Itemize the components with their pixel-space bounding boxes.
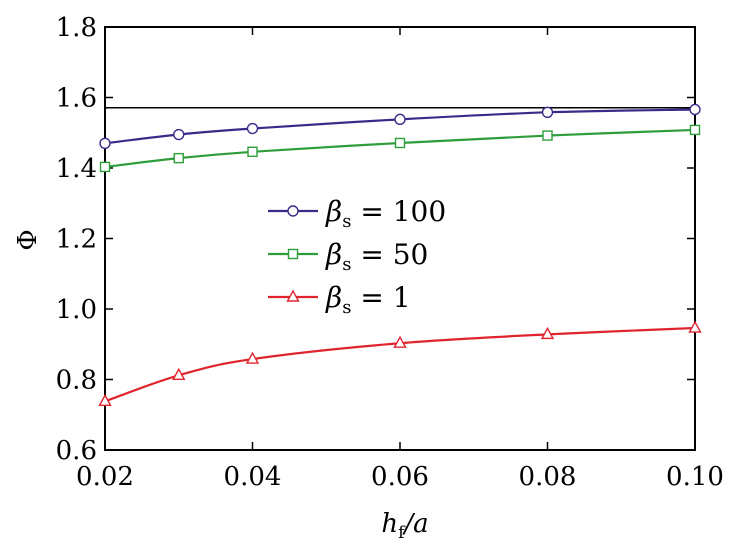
data-point [246, 122, 259, 135]
legend-value: = 50 [351, 238, 428, 271]
legend-subscript: s [342, 297, 351, 318]
data-point [541, 106, 554, 119]
data-point [689, 103, 701, 116]
legend-item: βs = 1 [268, 281, 411, 318]
legend-symbol: β [325, 238, 342, 271]
y-axis-ticks: 0.6 0.8 1.0 1.2 1.4 1.6 1.8 [56, 13, 695, 466]
x-axis-ticks: 0.02 0.04 0.06 0.08 0.10 [76, 27, 724, 492]
legend-label: βs = 50 [325, 238, 428, 275]
data-point [394, 137, 406, 149]
data-point [247, 146, 258, 157]
y-tick-label: 1.6 [56, 84, 97, 114]
x-tick-label: 0.04 [224, 462, 282, 492]
legend-item: βs = 50 [268, 238, 428, 275]
y-tick-label: 1.8 [56, 13, 97, 43]
y-tick-label: 1.4 [56, 154, 97, 184]
data-point [173, 152, 184, 164]
legend-label: βs = 1 [325, 281, 411, 318]
data-point [688, 320, 702, 333]
legend-value: = 100 [351, 195, 446, 228]
legend-marker [287, 205, 299, 217]
data-point [173, 128, 185, 141]
series-2 [99, 124, 701, 173]
legend-label: βs = 100 [325, 195, 446, 232]
data-point [99, 137, 111, 150]
x-tick-label: 0.06 [371, 462, 429, 492]
series-line [104, 128, 696, 169]
series-group [98, 103, 702, 407]
data-point [689, 124, 701, 136]
data-point [99, 161, 111, 173]
x-tick-label: 0.10 [666, 462, 724, 492]
x-axis-label-rest: /a [401, 509, 428, 539]
x-axis-label-sub: f [398, 523, 406, 543]
data-point [542, 130, 553, 141]
x-tick-label: 0.02 [76, 462, 134, 492]
legend-value: = 1 [351, 281, 410, 314]
legend-item: βs = 100 [268, 195, 446, 232]
legend-symbol: β [325, 195, 342, 228]
data-point [394, 113, 406, 126]
legend-subscript: s [342, 211, 351, 232]
y-tick-label: 0.6 [56, 436, 97, 466]
legend-subscript: s [342, 254, 351, 275]
series-1 [99, 103, 701, 150]
y-tick-label: 1.2 [56, 225, 97, 255]
data-point [98, 393, 112, 407]
legend-marker [286, 289, 300, 302]
data-point [245, 351, 260, 364]
data-point [393, 335, 407, 348]
series-3 [98, 320, 702, 407]
legend-marker [287, 248, 299, 260]
y-axis-label: Φ [13, 229, 43, 250]
data-point [540, 326, 555, 340]
x-tick-label: 0.08 [519, 462, 577, 492]
x-axis-label: hf/a [381, 509, 428, 543]
data-point [172, 367, 186, 380]
legend-symbol: β [325, 281, 342, 314]
x-axis-label-main: h [381, 509, 398, 539]
y-tick-label: 1.0 [56, 295, 97, 325]
y-tick-label: 0.8 [56, 366, 97, 396]
